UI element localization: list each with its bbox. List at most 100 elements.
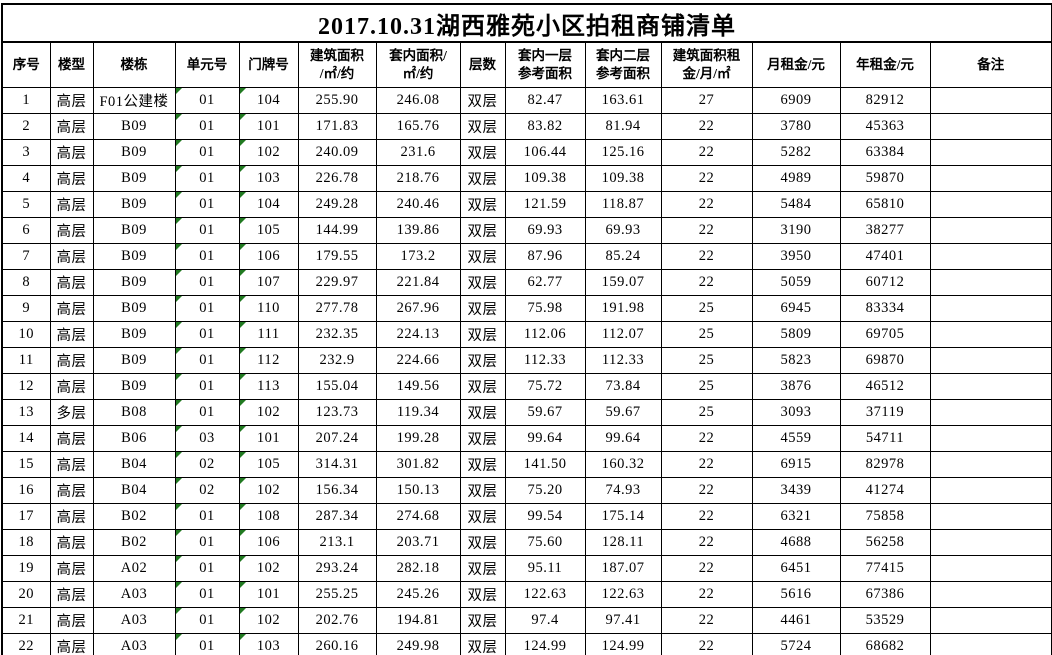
cell-floors[interactable]: 双层 <box>459 581 506 608</box>
cell-gross_area[interactable]: 240.09 <box>297 139 377 166</box>
cell-remarks[interactable] <box>929 555 1052 582</box>
cell-annual_rent[interactable]: 69870 <box>839 347 931 374</box>
cell-building[interactable]: B08 <box>92 399 176 426</box>
cell-floor2_ref_area[interactable]: 118.87 <box>584 191 662 218</box>
cell-monthly_rent[interactable]: 3093 <box>751 399 841 426</box>
cell-floor2_ref_area[interactable]: 124.99 <box>584 633 662 655</box>
cell-floor1_ref_area[interactable]: 106.44 <box>504 139 586 166</box>
cell-building[interactable]: A03 <box>92 607 176 634</box>
cell-floor1_ref_area[interactable]: 109.38 <box>504 165 586 192</box>
cell-floor1_ref_area[interactable]: 141.50 <box>504 451 586 478</box>
cell-remarks[interactable] <box>929 451 1052 478</box>
cell-floors[interactable]: 双层 <box>459 217 506 244</box>
col-header-monthly_rent[interactable]: 月租金/元 <box>751 41 841 88</box>
cell-remarks[interactable] <box>929 243 1052 270</box>
cell-floors[interactable]: 双层 <box>459 451 506 478</box>
cell-unit[interactable]: 01 <box>174 295 240 322</box>
cell-rent_per_sqm[interactable]: 22 <box>660 191 753 218</box>
cell-remarks[interactable] <box>929 633 1052 655</box>
cell-gross_area[interactable]: 207.24 <box>297 425 377 452</box>
col-header-rent_per_sqm[interactable]: 建筑面积租 金/月/㎡ <box>660 41 753 88</box>
cell-monthly_rent[interactable]: 4989 <box>751 165 841 192</box>
cell-gross_area[interactable]: 202.76 <box>297 607 377 634</box>
cell-annual_rent[interactable]: 75858 <box>839 503 931 530</box>
cell-monthly_rent[interactable]: 5809 <box>751 321 841 348</box>
cell-rent_per_sqm[interactable]: 22 <box>660 243 753 270</box>
cell-building_type[interactable]: 高层 <box>49 633 94 655</box>
cell-floor1_ref_area[interactable]: 121.59 <box>504 191 586 218</box>
cell-seq[interactable]: 13 <box>1 399 51 426</box>
cell-door_no[interactable]: 101 <box>238 425 299 452</box>
cell-building[interactable]: B09 <box>92 373 176 400</box>
cell-seq[interactable]: 9 <box>1 295 51 322</box>
cell-inner_area[interactable]: 221.84 <box>375 269 461 296</box>
cell-unit[interactable]: 01 <box>174 217 240 244</box>
cell-door_no[interactable]: 104 <box>238 191 299 218</box>
cell-building_type[interactable]: 高层 <box>49 139 94 166</box>
cell-building[interactable]: B09 <box>92 243 176 270</box>
cell-building[interactable]: B02 <box>92 529 176 556</box>
cell-gross_area[interactable]: 255.25 <box>297 581 377 608</box>
cell-floors[interactable]: 双层 <box>459 347 506 374</box>
sheet-title[interactable]: 2017.10.31湖西雅苑小区拍租商铺清单 <box>1 3 1052 43</box>
cell-monthly_rent[interactable]: 5823 <box>751 347 841 374</box>
cell-door_no[interactable]: 103 <box>238 165 299 192</box>
cell-seq[interactable]: 15 <box>1 451 51 478</box>
cell-annual_rent[interactable]: 41274 <box>839 477 931 504</box>
cell-monthly_rent[interactable]: 3950 <box>751 243 841 270</box>
cell-annual_rent[interactable]: 53529 <box>839 607 931 634</box>
cell-seq[interactable]: 12 <box>1 373 51 400</box>
cell-monthly_rent[interactable]: 6321 <box>751 503 841 530</box>
cell-annual_rent[interactable]: 45363 <box>839 113 931 140</box>
cell-floor2_ref_area[interactable]: 187.07 <box>584 555 662 582</box>
cell-building_type[interactable]: 高层 <box>49 347 94 374</box>
cell-unit[interactable]: 01 <box>174 165 240 192</box>
cell-building_type[interactable]: 高层 <box>49 503 94 530</box>
cell-floors[interactable]: 双层 <box>459 373 506 400</box>
cell-gross_area[interactable]: 249.28 <box>297 191 377 218</box>
cell-annual_rent[interactable]: 37119 <box>839 399 931 426</box>
col-header-seq[interactable]: 序号 <box>1 41 51 88</box>
cell-building[interactable]: B04 <box>92 477 176 504</box>
cell-door_no[interactable]: 106 <box>238 529 299 556</box>
cell-inner_area[interactable]: 245.26 <box>375 581 461 608</box>
cell-inner_area[interactable]: 274.68 <box>375 503 461 530</box>
cell-seq[interactable]: 1 <box>1 87 51 114</box>
cell-unit[interactable]: 01 <box>174 321 240 348</box>
cell-floors[interactable]: 双层 <box>459 243 506 270</box>
cell-inner_area[interactable]: 231.6 <box>375 139 461 166</box>
cell-floor2_ref_area[interactable]: 81.94 <box>584 113 662 140</box>
cell-inner_area[interactable]: 218.76 <box>375 165 461 192</box>
cell-unit[interactable]: 03 <box>174 425 240 452</box>
cell-remarks[interactable] <box>929 295 1052 322</box>
cell-floors[interactable]: 双层 <box>459 295 506 322</box>
cell-seq[interactable]: 4 <box>1 165 51 192</box>
cell-floor1_ref_area[interactable]: 87.96 <box>504 243 586 270</box>
cell-seq[interactable]: 14 <box>1 425 51 452</box>
cell-seq[interactable]: 2 <box>1 113 51 140</box>
cell-remarks[interactable] <box>929 165 1052 192</box>
cell-monthly_rent[interactable]: 4461 <box>751 607 841 634</box>
cell-seq[interactable]: 18 <box>1 529 51 556</box>
cell-gross_area[interactable]: 232.35 <box>297 321 377 348</box>
cell-rent_per_sqm[interactable]: 22 <box>660 217 753 244</box>
cell-building_type[interactable]: 高层 <box>49 269 94 296</box>
cell-gross_area[interactable]: 287.34 <box>297 503 377 530</box>
col-header-floor2_ref_area[interactable]: 套内二层 参考面积 <box>584 41 662 88</box>
cell-unit[interactable]: 01 <box>174 139 240 166</box>
cell-monthly_rent[interactable]: 5282 <box>751 139 841 166</box>
cell-monthly_rent[interactable]: 5059 <box>751 269 841 296</box>
cell-floor2_ref_area[interactable]: 112.33 <box>584 347 662 374</box>
cell-annual_rent[interactable]: 60712 <box>839 269 931 296</box>
cell-inner_area[interactable]: 203.71 <box>375 529 461 556</box>
cell-floor1_ref_area[interactable]: 75.60 <box>504 529 586 556</box>
cell-remarks[interactable] <box>929 399 1052 426</box>
cell-floors[interactable]: 双层 <box>459 399 506 426</box>
cell-building[interactable]: B09 <box>92 139 176 166</box>
cell-floors[interactable]: 双层 <box>459 269 506 296</box>
cell-door_no[interactable]: 108 <box>238 503 299 530</box>
cell-floors[interactable]: 双层 <box>459 425 506 452</box>
cell-floor2_ref_area[interactable]: 69.93 <box>584 217 662 244</box>
cell-inner_area[interactable]: 173.2 <box>375 243 461 270</box>
cell-remarks[interactable] <box>929 321 1052 348</box>
